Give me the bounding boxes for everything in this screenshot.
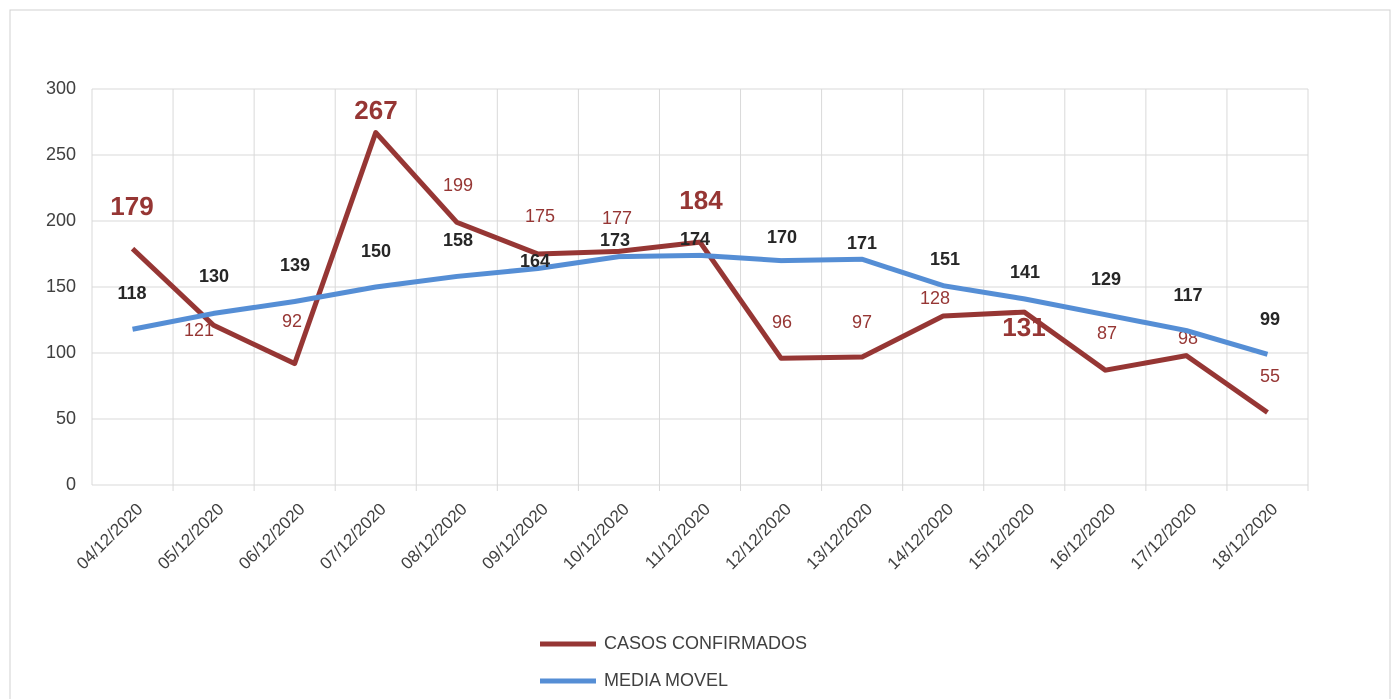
x-tick-label: 07/12/2020 [316, 500, 390, 574]
data-label: 131 [1002, 312, 1045, 342]
y-tick-label: 0 [66, 474, 76, 494]
data-label: 199 [443, 175, 473, 195]
data-label: 184 [679, 185, 723, 215]
x-tick-label: 13/12/2020 [803, 500, 877, 574]
x-tick-label: 09/12/2020 [478, 500, 552, 574]
x-tick-label: 15/12/2020 [965, 500, 1039, 574]
y-tick-label: 200 [46, 210, 76, 230]
data-label: 164 [520, 251, 550, 271]
data-label: 129 [1091, 269, 1121, 289]
data-label: 130 [199, 266, 229, 286]
data-label: 92 [282, 311, 302, 331]
data-label: 99 [1260, 309, 1280, 329]
y-tick-label: 50 [56, 408, 76, 428]
legend-label: CASOS CONFIRMADOS [604, 633, 807, 653]
data-label: 150 [361, 241, 391, 261]
data-label: 118 [117, 283, 146, 303]
x-tick-label: 05/12/2020 [154, 500, 228, 574]
y-tick-label: 250 [46, 144, 76, 164]
data-label: 175 [525, 206, 555, 226]
x-tick-label: 14/12/2020 [884, 500, 958, 574]
data-label: 177 [602, 208, 632, 228]
data-label: 117 [1173, 285, 1202, 305]
data-label: 96 [772, 312, 792, 332]
x-tick-label: 16/12/2020 [1046, 500, 1120, 574]
data-label: 151 [930, 249, 960, 269]
x-tick-label: 10/12/2020 [559, 500, 633, 574]
data-label: 267 [354, 95, 397, 125]
legend-label: MEDIA MOVEL [604, 670, 728, 690]
data-label: 171 [847, 233, 877, 253]
data-label: 128 [920, 288, 950, 308]
data-label: 170 [767, 227, 797, 247]
data-label: 174 [680, 229, 710, 249]
x-tick-label: 06/12/2020 [235, 500, 309, 574]
x-tick-label: 04/12/2020 [73, 500, 147, 574]
x-tick-label: 18/12/2020 [1208, 500, 1282, 574]
data-label: 97 [852, 312, 872, 332]
x-tick-label: 12/12/2020 [721, 500, 795, 574]
data-label: 139 [280, 255, 310, 275]
series-line [132, 252, 1269, 357]
x-tick-label: 11/12/2020 [641, 500, 714, 573]
x-tick-label: 08/12/2020 [397, 500, 471, 574]
data-label: 121 [184, 320, 214, 340]
y-tick-label: 150 [46, 276, 76, 296]
data-label: 173 [600, 230, 630, 250]
data-label: 158 [443, 230, 473, 250]
y-tick-label: 300 [46, 78, 76, 98]
series-line [130, 130, 1269, 415]
y-tick-label: 100 [46, 342, 76, 362]
data-label: 55 [1260, 366, 1280, 386]
data-label: 87 [1097, 323, 1117, 343]
data-label: 179 [110, 191, 153, 221]
data-label: 141 [1010, 262, 1040, 282]
chart-frame [9, 9, 1391, 699]
x-tick-label: 17/12/2020 [1127, 500, 1201, 574]
